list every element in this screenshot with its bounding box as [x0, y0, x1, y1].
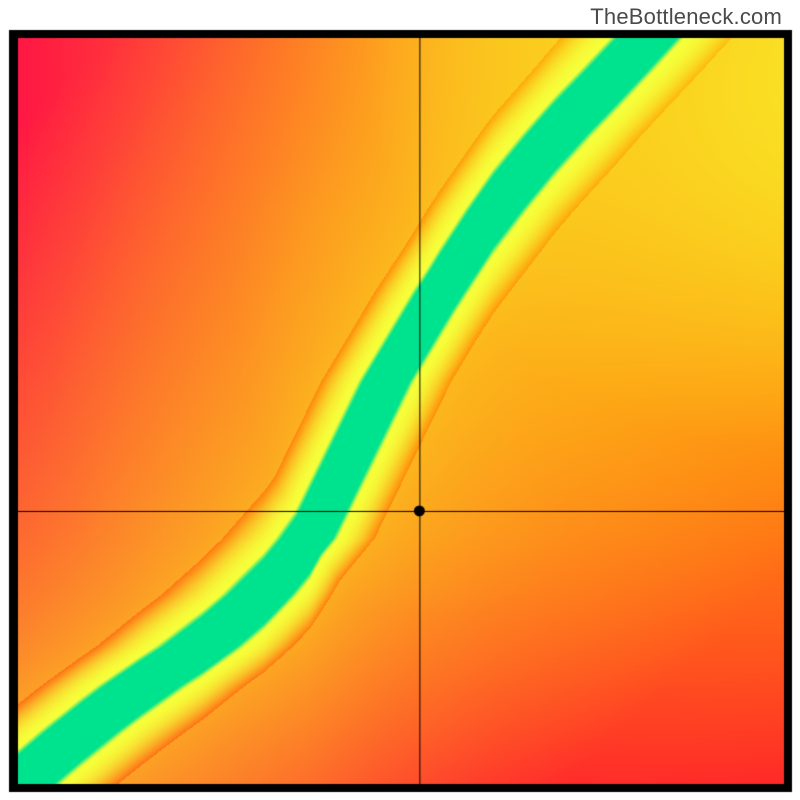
- bottleneck-heatmap-canvas: [0, 0, 800, 800]
- watermark-text: TheBottleneck.com: [590, 4, 782, 30]
- chart-container: TheBottleneck.com: [0, 0, 800, 800]
